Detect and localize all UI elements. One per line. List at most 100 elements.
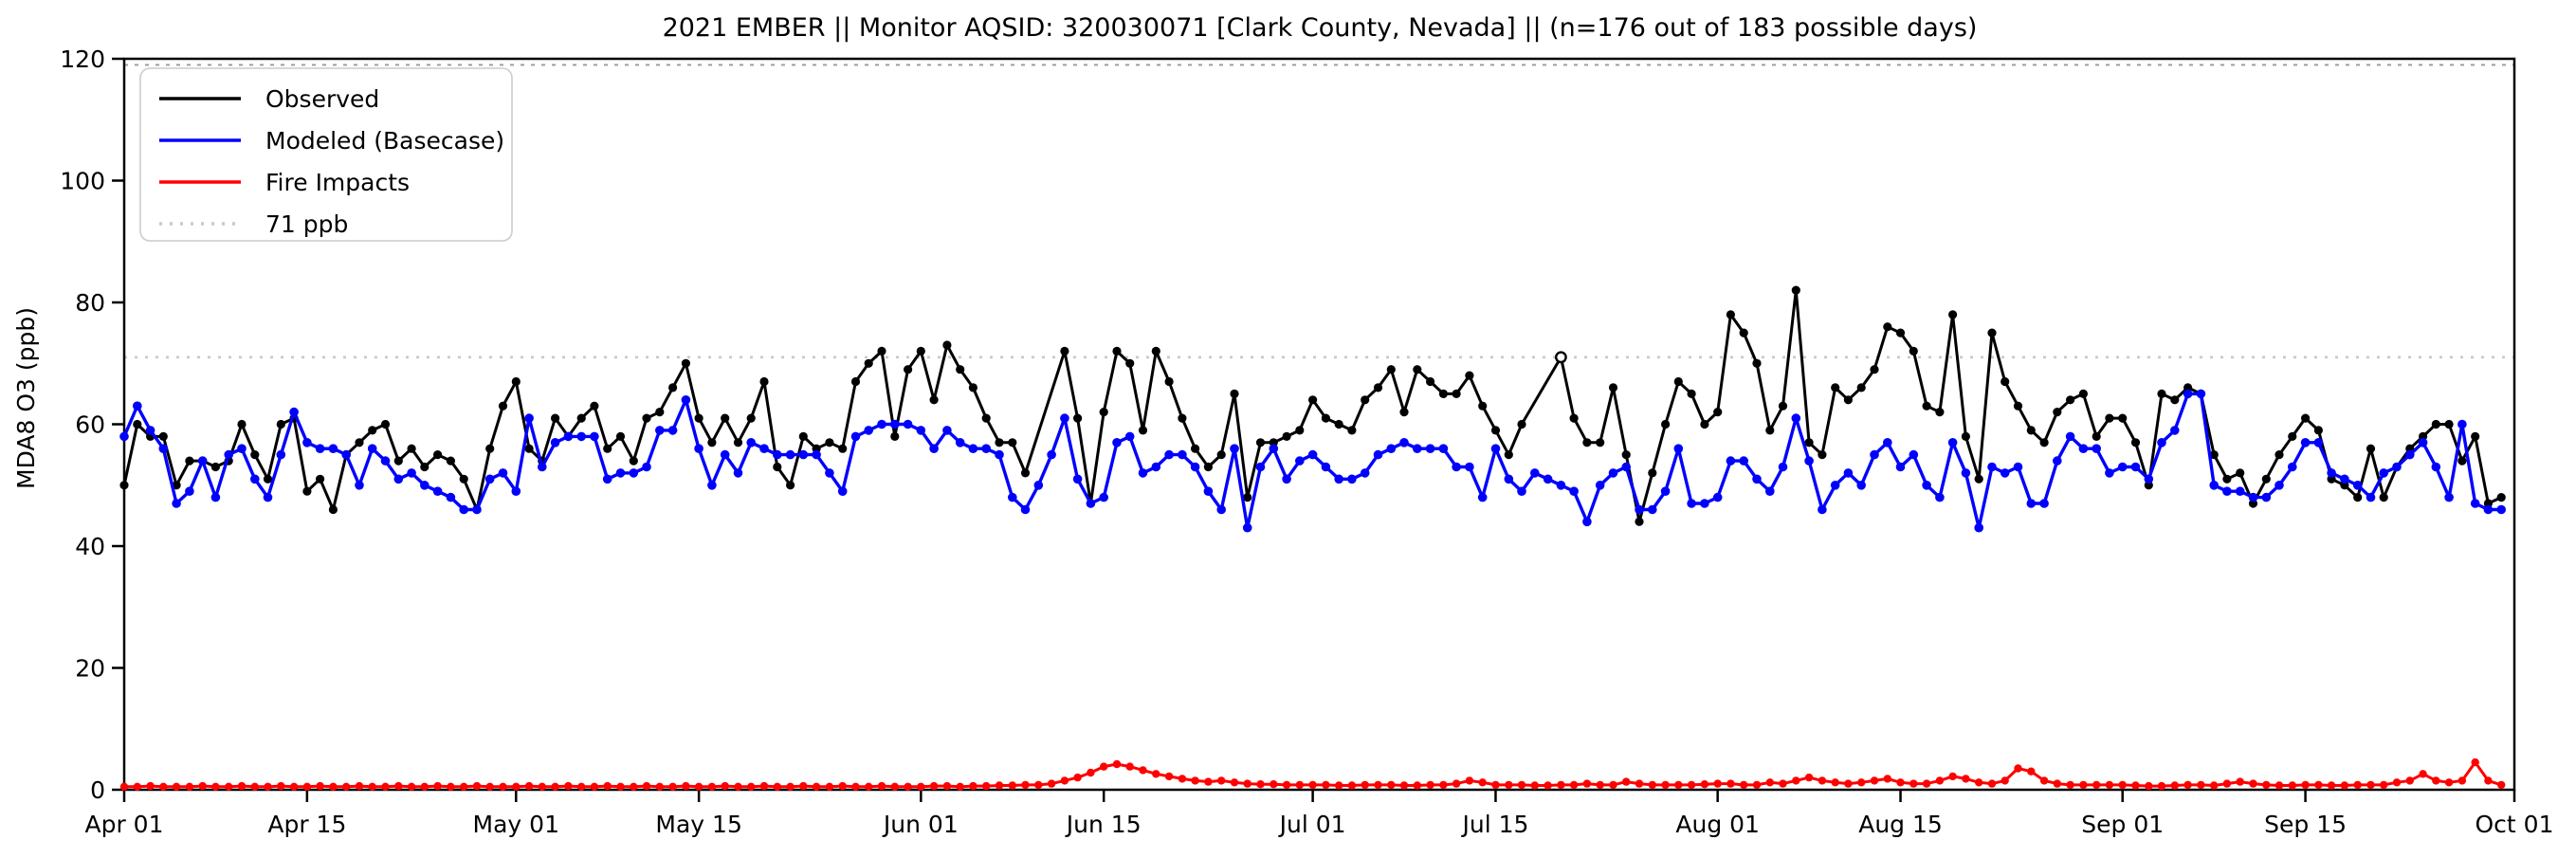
fire-impacts-marker (1374, 780, 1382, 790)
fire-impacts-marker (1217, 776, 1226, 785)
x-tick-label: Jul 15 (1461, 811, 1529, 838)
fire-impacts-marker (759, 781, 769, 791)
modeled-basecase-marker (2431, 462, 2441, 472)
fire-impacts-marker (1870, 776, 1879, 785)
fire-impacts-marker (1896, 778, 1905, 787)
modeled-basecase-marker (498, 468, 508, 478)
modeled-basecase-marker (2039, 499, 2049, 508)
fire-impacts-marker (1857, 778, 1866, 787)
modeled-basecase-marker (2261, 492, 2272, 502)
fire-impacts-marker (1282, 780, 1291, 790)
observed-marker (2457, 456, 2467, 466)
observed-marker (1099, 408, 1108, 417)
fire-impacts-marker (747, 782, 756, 791)
modeled-basecase-marker (1791, 413, 1801, 423)
observed-marker (2170, 395, 2180, 405)
y-axis: 0 20 40 60 80 100 120 (60, 46, 124, 804)
fire-impacts-series (119, 758, 2506, 791)
observed-marker (1438, 389, 1448, 398)
x-tick-label: Sep 01 (2081, 811, 2164, 838)
observed-open-marker (1555, 351, 1567, 364)
fire-impacts-marker (2170, 781, 2179, 790)
observed-marker (276, 419, 285, 429)
fire-impacts-marker (668, 782, 677, 791)
modeled-basecase-marker (1700, 499, 1709, 508)
fire-impacts-marker (1125, 762, 1134, 771)
modeled-basecase-marker (733, 468, 743, 478)
modeled-basecase-marker (2457, 419, 2467, 429)
x-tick-label: Jun 01 (882, 811, 959, 838)
fire-impacts-marker (447, 782, 455, 791)
fire-impacts-marker (146, 781, 155, 791)
observed-marker (393, 456, 403, 466)
x-tick-label: May 15 (655, 811, 741, 838)
fire-impacts-marker (1478, 778, 1487, 787)
observed-marker (2222, 474, 2232, 484)
modeled-basecase-marker (276, 449, 286, 460)
y-axis-label: MDA8 O3 (ppb) (12, 307, 40, 489)
fire-impacts-marker (2027, 767, 2036, 776)
modeled-basecase-marker (2288, 462, 2297, 472)
observed-marker (380, 419, 391, 429)
modeled-basecase-marker (785, 449, 795, 460)
fire-impacts-marker (630, 782, 638, 791)
modeled-basecase-marker (1595, 481, 1605, 490)
modeled-basecase-marker (2183, 389, 2193, 399)
fire-impacts-marker (368, 782, 376, 791)
fire-impacts-marker (250, 782, 259, 791)
fire-impacts-marker (2249, 779, 2257, 788)
modeled-basecase-marker (2275, 481, 2284, 490)
modeled-basecase-marker (2235, 486, 2245, 496)
observed-marker (1856, 383, 1866, 392)
modeled-basecase-marker (2313, 438, 2324, 447)
fire-impacts-marker (355, 781, 364, 791)
fire-impacts-marker (172, 782, 181, 791)
observed-marker (1635, 517, 1644, 526)
fire-impacts-marker (2039, 776, 2049, 785)
fire-impacts-marker (1687, 780, 1696, 790)
fire-impacts-marker (1818, 776, 1827, 785)
observed-marker (1191, 444, 1200, 453)
modeled-basecase-marker (1112, 438, 1122, 447)
observed-marker (302, 486, 312, 496)
fire-impacts-marker (264, 782, 272, 791)
modeled-basecase-marker (837, 486, 848, 496)
fire-impacts-marker (2001, 776, 2009, 785)
modeled-basecase-marker (1425, 444, 1435, 454)
modeled-basecase-marker (1895, 462, 1906, 472)
modeled-basecase-marker (942, 426, 952, 435)
observed-marker (1413, 365, 1422, 374)
observed-marker (1178, 413, 1187, 423)
fire-impacts-marker (1295, 780, 1305, 790)
fire-impacts-marker (2066, 780, 2074, 790)
fire-impacts-marker (237, 781, 247, 791)
fire-impacts-marker (302, 782, 312, 791)
observed-marker (2001, 376, 2010, 387)
observed-marker (1020, 468, 1031, 478)
fire-impacts-marker (1844, 779, 1853, 788)
fire-impacts-marker (1347, 781, 1357, 790)
modeled-basecase-marker (798, 449, 809, 460)
fire-impacts-marker (642, 781, 651, 791)
modeled-basecase-marker (2092, 444, 2101, 454)
plot-area: 0 20 40 60 80 100 120 Apr 01 Apr 15 May 01 May 15 J… (60, 46, 2553, 838)
observed-marker (995, 438, 1004, 447)
y-tick-label: 100 (60, 168, 105, 195)
y-tick-label: 80 (75, 289, 105, 317)
observed-marker (2105, 413, 2114, 423)
fire-impacts-marker (499, 782, 507, 791)
observed-marker (1621, 450, 1631, 460)
fire-impacts-marker (1962, 775, 1970, 783)
modeled-basecase-marker (1178, 449, 1187, 460)
fire-impacts-marker (460, 782, 468, 791)
modeled-basecase-marker (1635, 504, 1644, 515)
modeled-basecase-marker (1307, 449, 1318, 460)
fire-impacts-marker (1047, 779, 1056, 788)
fire-impacts-marker (2457, 776, 2467, 785)
observed-marker (1282, 431, 1291, 441)
chart-title: 2021 EMBER || Monitor AQSID: 320030071 [… (663, 13, 1978, 43)
modeled-basecase-marker (1843, 468, 1854, 478)
fire-impacts-marker (472, 781, 482, 791)
modeled-basecase-marker (145, 426, 155, 435)
modeled-basecase-marker (172, 499, 181, 508)
